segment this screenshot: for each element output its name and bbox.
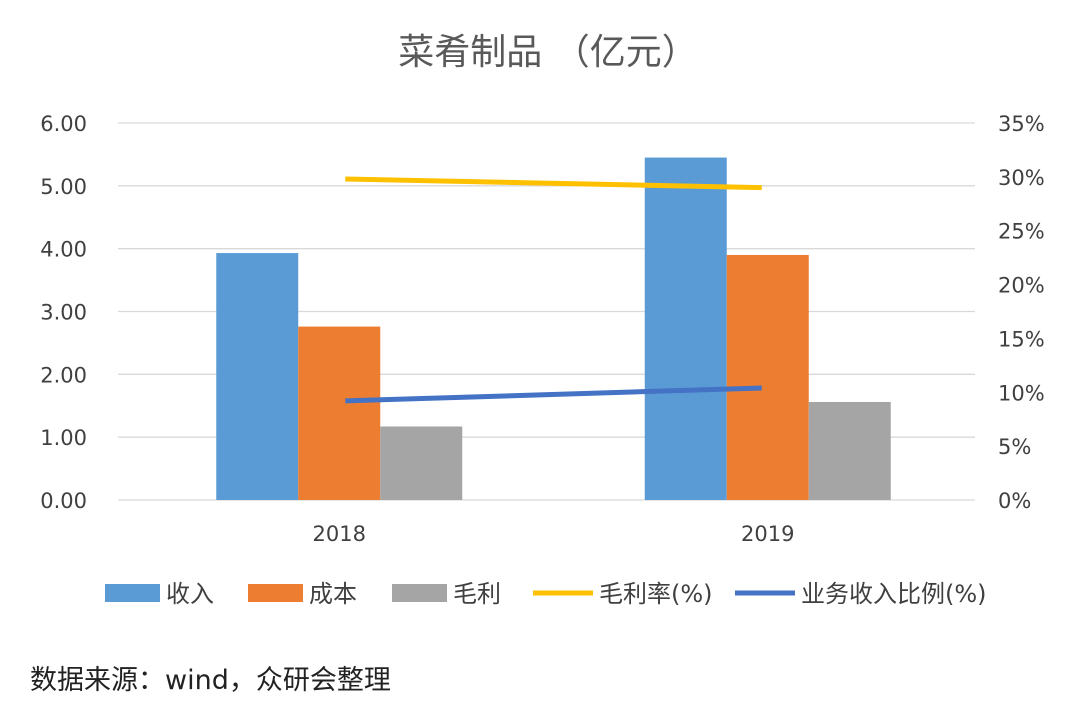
legend-label: 收入	[166, 580, 214, 608]
bar-毛利-2019	[808, 401, 891, 500]
right-axis-ticks: 0% 5% 10% 15% 20% 25% 30% 35%	[998, 112, 1045, 513]
legend-label: 业务收入比例(%)	[801, 580, 987, 608]
left-axis-tick-label: 1.00	[40, 426, 87, 450]
right-axis-tick-label: 0%	[998, 489, 1031, 513]
chart: 菜肴制品 （亿元） 0.00 1.00 2.00 3.00 4.00 5.00 6.00 0…	[40, 32, 1045, 608]
bar-毛利-2018	[380, 426, 463, 500]
left-axis-ticks: 0.00 1.00 2.00 3.00 4.00 5.00 6.00	[40, 112, 87, 513]
right-axis-tick-label: 25%	[998, 220, 1045, 244]
left-axis-tick-label: 6.00	[40, 112, 87, 136]
right-axis-tick-label: 10%	[998, 381, 1045, 405]
bar-收入-2019	[644, 157, 727, 500]
right-axis-tick-label: 5%	[998, 435, 1031, 459]
x-axis-tick-label: 2019	[741, 522, 794, 546]
legend: 收入 成本 毛利 毛利率(%) 业务收入比例(%)	[105, 580, 987, 608]
legend-swatch	[105, 584, 160, 602]
left-axis-tick-label: 3.00	[40, 301, 87, 325]
source-note: 数据来源：wind，众研会整理	[30, 665, 391, 696]
x-axis-tick-label: 2018	[313, 522, 366, 546]
line-毛利率(%)	[345, 176, 762, 191]
legend-swatch	[392, 584, 447, 602]
left-axis-tick-label: 2.00	[40, 363, 87, 387]
left-axis-tick-label: 5.00	[40, 175, 87, 199]
series-lines	[345, 176, 762, 404]
bar-成本-2018	[298, 326, 381, 500]
bars	[216, 157, 891, 500]
right-axis-tick-label: 35%	[998, 112, 1045, 136]
bar-成本-2019	[726, 254, 809, 500]
right-axis-tick-label: 20%	[998, 274, 1045, 298]
legend-label: 毛利	[453, 580, 501, 608]
right-axis-tick-label: 30%	[998, 166, 1045, 190]
left-axis-tick-label: 4.00	[40, 238, 87, 262]
right-axis-tick-label: 15%	[998, 327, 1045, 351]
bar-收入-2018	[216, 253, 299, 500]
legend-label: 成本	[309, 580, 357, 608]
x-axis-ticks: 2018 2019	[313, 522, 795, 546]
legend-label: 毛利率(%)	[599, 580, 713, 608]
left-axis-tick-label: 0.00	[40, 489, 87, 513]
legend-swatch	[248, 584, 303, 602]
line-业务收入比例(%)	[345, 385, 762, 404]
chart-title: 菜肴制品 （亿元）	[398, 32, 697, 73]
